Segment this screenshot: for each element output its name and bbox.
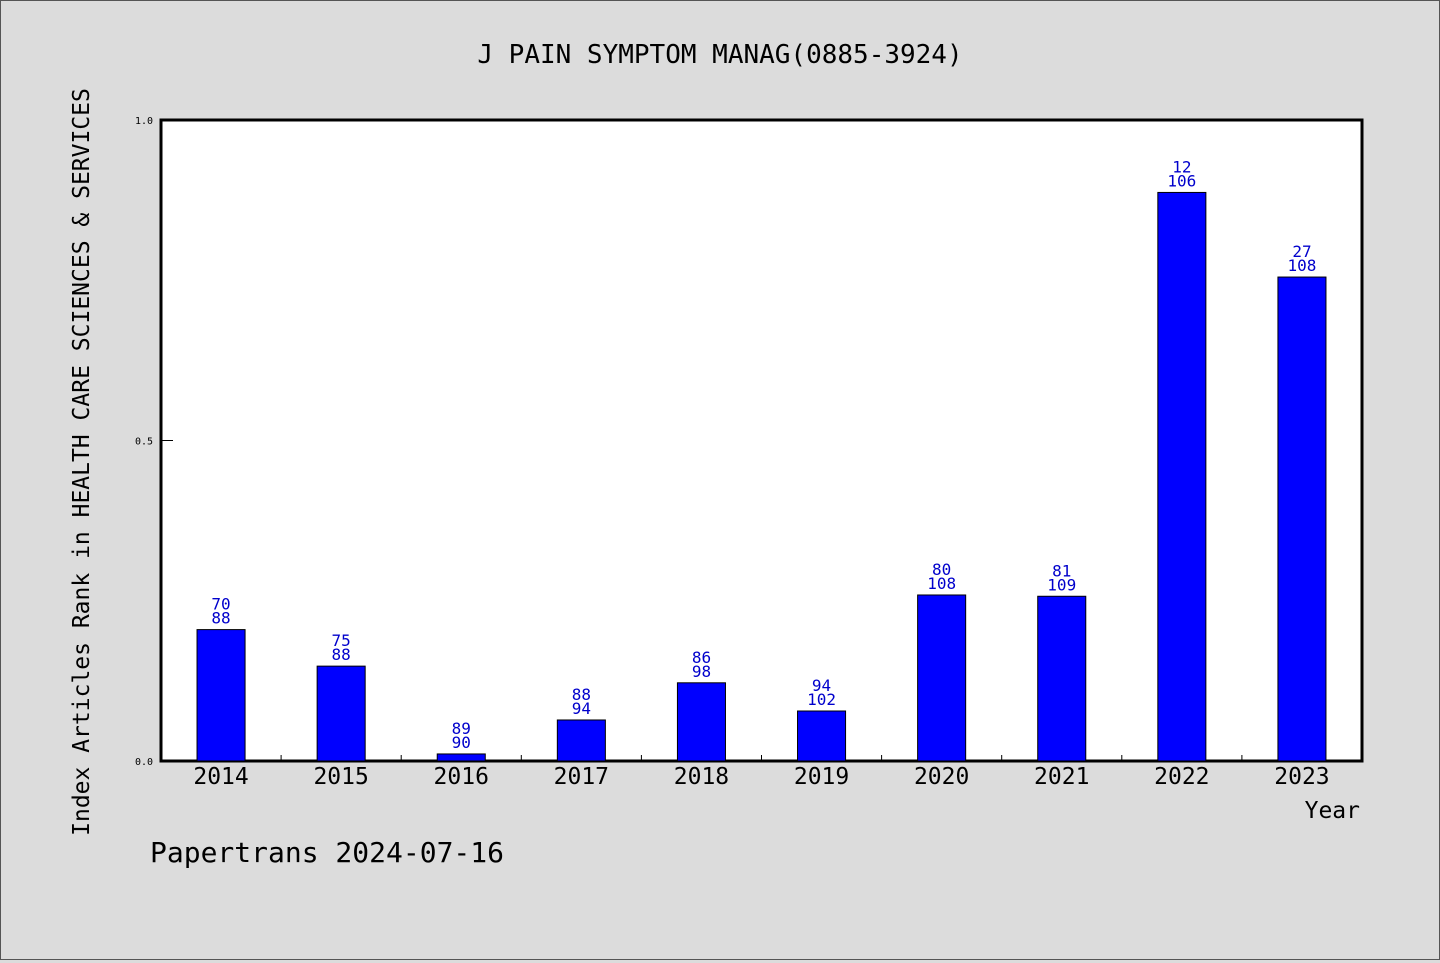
bar-labels: 7088758889908894869894102801088110912106… xyxy=(211,157,1316,752)
bar-label-top: 89 xyxy=(452,719,471,738)
bar-label-top: 27 xyxy=(1292,242,1311,261)
bar xyxy=(917,594,967,762)
x-tick-label: 2019 xyxy=(794,764,849,790)
bar-label-bottom: 94 xyxy=(572,699,591,718)
bar-label-bottom: 108 xyxy=(1287,256,1316,275)
x-tick-label: 2014 xyxy=(193,764,248,790)
footer-credit: Papertrans 2024-07-16 xyxy=(150,836,504,869)
bar xyxy=(196,629,246,762)
bar-label-top: 88 xyxy=(572,685,591,704)
x-axis: 2014 2015 2016 2017 2018 2019 2020 2021 2022 2023 xyxy=(193,755,1330,790)
bar xyxy=(436,753,486,762)
chart-title: J PAIN SYMPTOM MANAG(0885-3924) xyxy=(477,40,962,70)
bars xyxy=(196,191,1327,762)
bar-label-top: 94 xyxy=(812,676,831,695)
x-tick-label: 2020 xyxy=(914,764,969,790)
x-tick-label: 2022 xyxy=(1154,764,1209,790)
bar xyxy=(1277,276,1327,762)
bar xyxy=(316,665,366,762)
bar-label-bottom: 108 xyxy=(927,574,956,593)
bar-label-top: 80 xyxy=(932,560,951,579)
y-axis-label: Index Articles Rank in HEALTH CARE SCIEN… xyxy=(69,88,95,836)
y-tick-label: 0.5 xyxy=(135,437,153,448)
bar xyxy=(556,719,606,762)
x-tick-label: 2021 xyxy=(1034,764,1089,790)
bar xyxy=(1037,595,1087,762)
bar xyxy=(1157,191,1207,762)
bar-label-bottom: 98 xyxy=(692,662,711,681)
bar-label-bottom: 88 xyxy=(211,609,230,628)
bar-label-bottom: 88 xyxy=(332,645,351,664)
bar xyxy=(797,710,847,762)
bar-label-top: 12 xyxy=(1172,157,1191,176)
x-tick-label: 2023 xyxy=(1274,764,1329,790)
x-tick-label: 2017 xyxy=(554,764,609,790)
y-axis: 0.0 0.5 1.0 xyxy=(135,116,173,768)
y-tick-label: 0.0 xyxy=(135,757,153,768)
bar-label-top: 70 xyxy=(211,595,230,614)
x-tick-label: 2018 xyxy=(674,764,729,790)
bar-label-top: 86 xyxy=(692,648,711,667)
bar-label-bottom: 90 xyxy=(452,733,471,752)
x-tick-label: 2015 xyxy=(313,764,368,790)
bar-label-top: 81 xyxy=(1052,561,1071,580)
x-tick-label: 2016 xyxy=(434,764,489,790)
y-tick-label: 1.0 xyxy=(135,116,153,127)
bar-label-bottom: 109 xyxy=(1047,575,1076,594)
bar-label-top: 75 xyxy=(332,631,351,650)
bar-label-bottom: 102 xyxy=(807,690,836,709)
x-axis-label: Year xyxy=(1305,798,1360,824)
bar-label-bottom: 106 xyxy=(1167,171,1196,190)
bar xyxy=(676,682,726,762)
